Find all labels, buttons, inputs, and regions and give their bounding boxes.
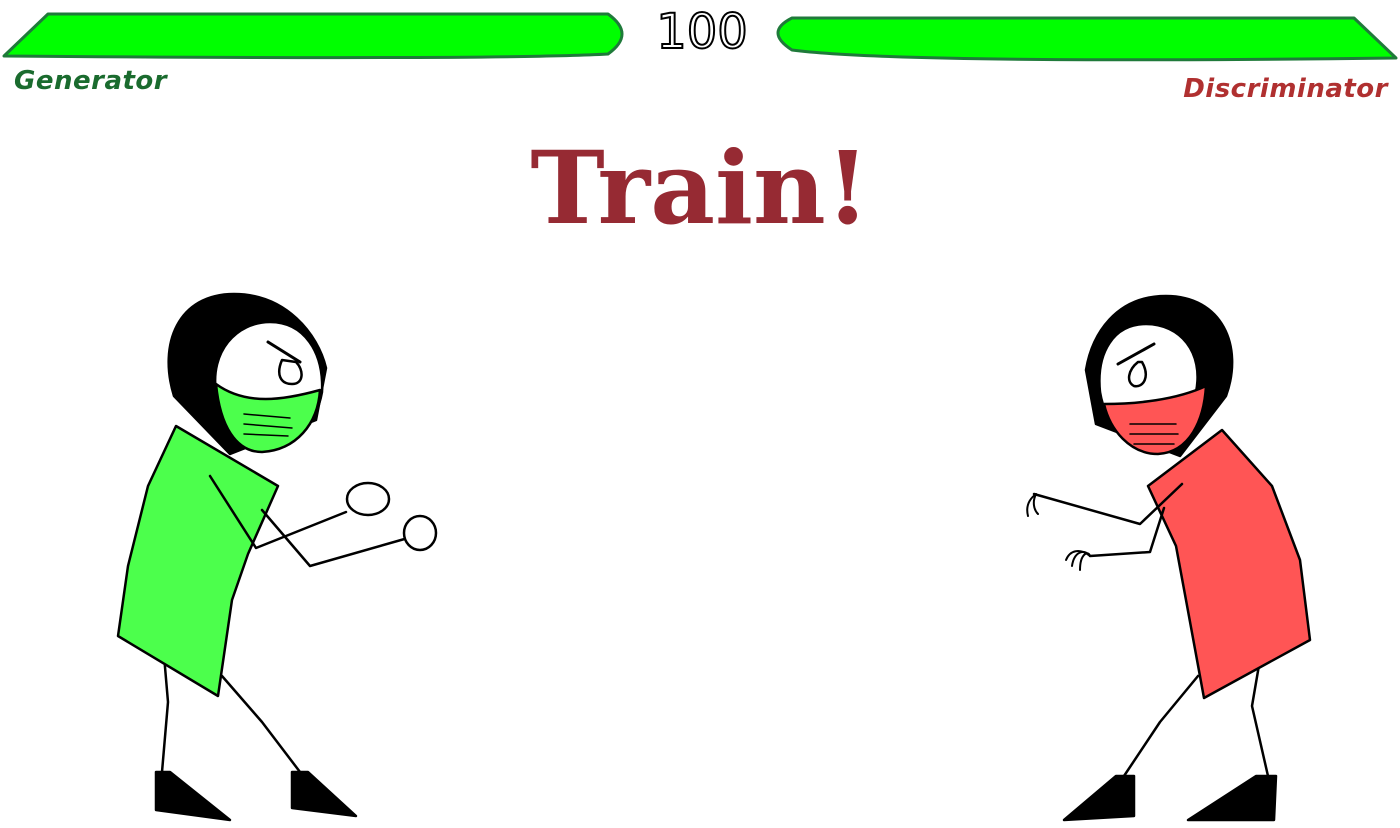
mask bbox=[214, 382, 322, 454]
health-bar-right bbox=[776, 16, 1398, 62]
mask bbox=[1102, 384, 1208, 456]
eye bbox=[278, 358, 303, 386]
player-name-right: Discriminator bbox=[1183, 74, 1388, 104]
round-timer: 100 bbox=[656, 4, 748, 60]
fist bbox=[402, 514, 438, 552]
health-bar-left bbox=[2, 12, 624, 60]
fist bbox=[345, 481, 391, 517]
shoe-right-front bbox=[1062, 774, 1136, 822]
shoe-left-back bbox=[154, 770, 232, 822]
eye bbox=[1127, 360, 1147, 388]
shoe-right-back bbox=[1186, 774, 1278, 822]
shirt bbox=[1146, 428, 1312, 700]
player-name-left: Generator bbox=[14, 66, 168, 96]
fighter-discriminator bbox=[1026, 294, 1312, 822]
shirt bbox=[116, 424, 280, 698]
shoe-left-front bbox=[290, 770, 358, 818]
fighter-generator bbox=[116, 292, 438, 822]
round-banner: Train! bbox=[530, 129, 870, 247]
